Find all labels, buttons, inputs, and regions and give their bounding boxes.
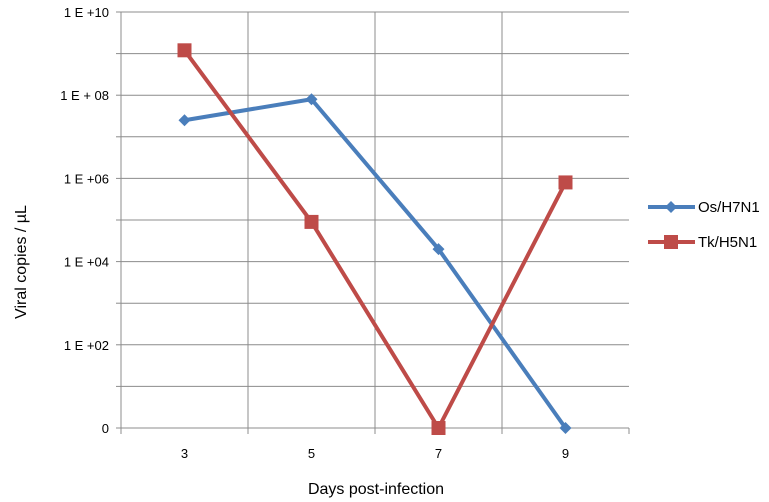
series-line <box>182 49 568 430</box>
y-tick-labels: 0 1 E +02 1 E +04 1 E +06 1 E + 08 1 E +10 <box>60 5 109 436</box>
series-1 <box>177 43 573 435</box>
series-line <box>184 97 568 430</box>
data-point <box>178 114 191 127</box>
data-point <box>432 243 445 256</box>
x-axis-title: Days post-infection <box>308 481 444 498</box>
data-point <box>304 214 319 229</box>
y-tick-label: 1 E +10 <box>64 5 109 20</box>
y-tick-label: 1 E +04 <box>64 255 109 270</box>
data-point <box>558 175 573 190</box>
y-tick-label: 1 E + 08 <box>60 88 109 103</box>
series-layer <box>177 43 573 435</box>
series-0 <box>178 93 572 434</box>
y-tick-label: 0 <box>102 421 109 436</box>
data-point <box>559 422 572 434</box>
data-point <box>431 421 446 435</box>
y-tick-label: 1 E +06 <box>64 171 109 186</box>
y-tick-label: 1 E +02 <box>64 338 109 353</box>
x-tick-label: 9 <box>562 446 569 461</box>
legend-label: Tk/H5N1 <box>698 234 757 251</box>
axes <box>116 11 630 434</box>
x-tick-labels: 3 5 7 9 <box>181 446 569 461</box>
x-tick-label: 7 <box>435 446 442 461</box>
legend-marker <box>665 201 677 213</box>
x-tick-label: 3 <box>181 446 188 461</box>
data-point <box>305 93 318 106</box>
legend-label: Os/H7N1 <box>698 199 760 216</box>
y-axis-title: Viral copies / µL <box>13 205 30 319</box>
x-tick-label: 5 <box>308 446 315 461</box>
legend-marker <box>664 235 678 249</box>
data-point <box>177 43 192 58</box>
grid-lines <box>121 11 629 428</box>
legend: Os/H7N1 Tk/H5N1 <box>648 199 760 251</box>
